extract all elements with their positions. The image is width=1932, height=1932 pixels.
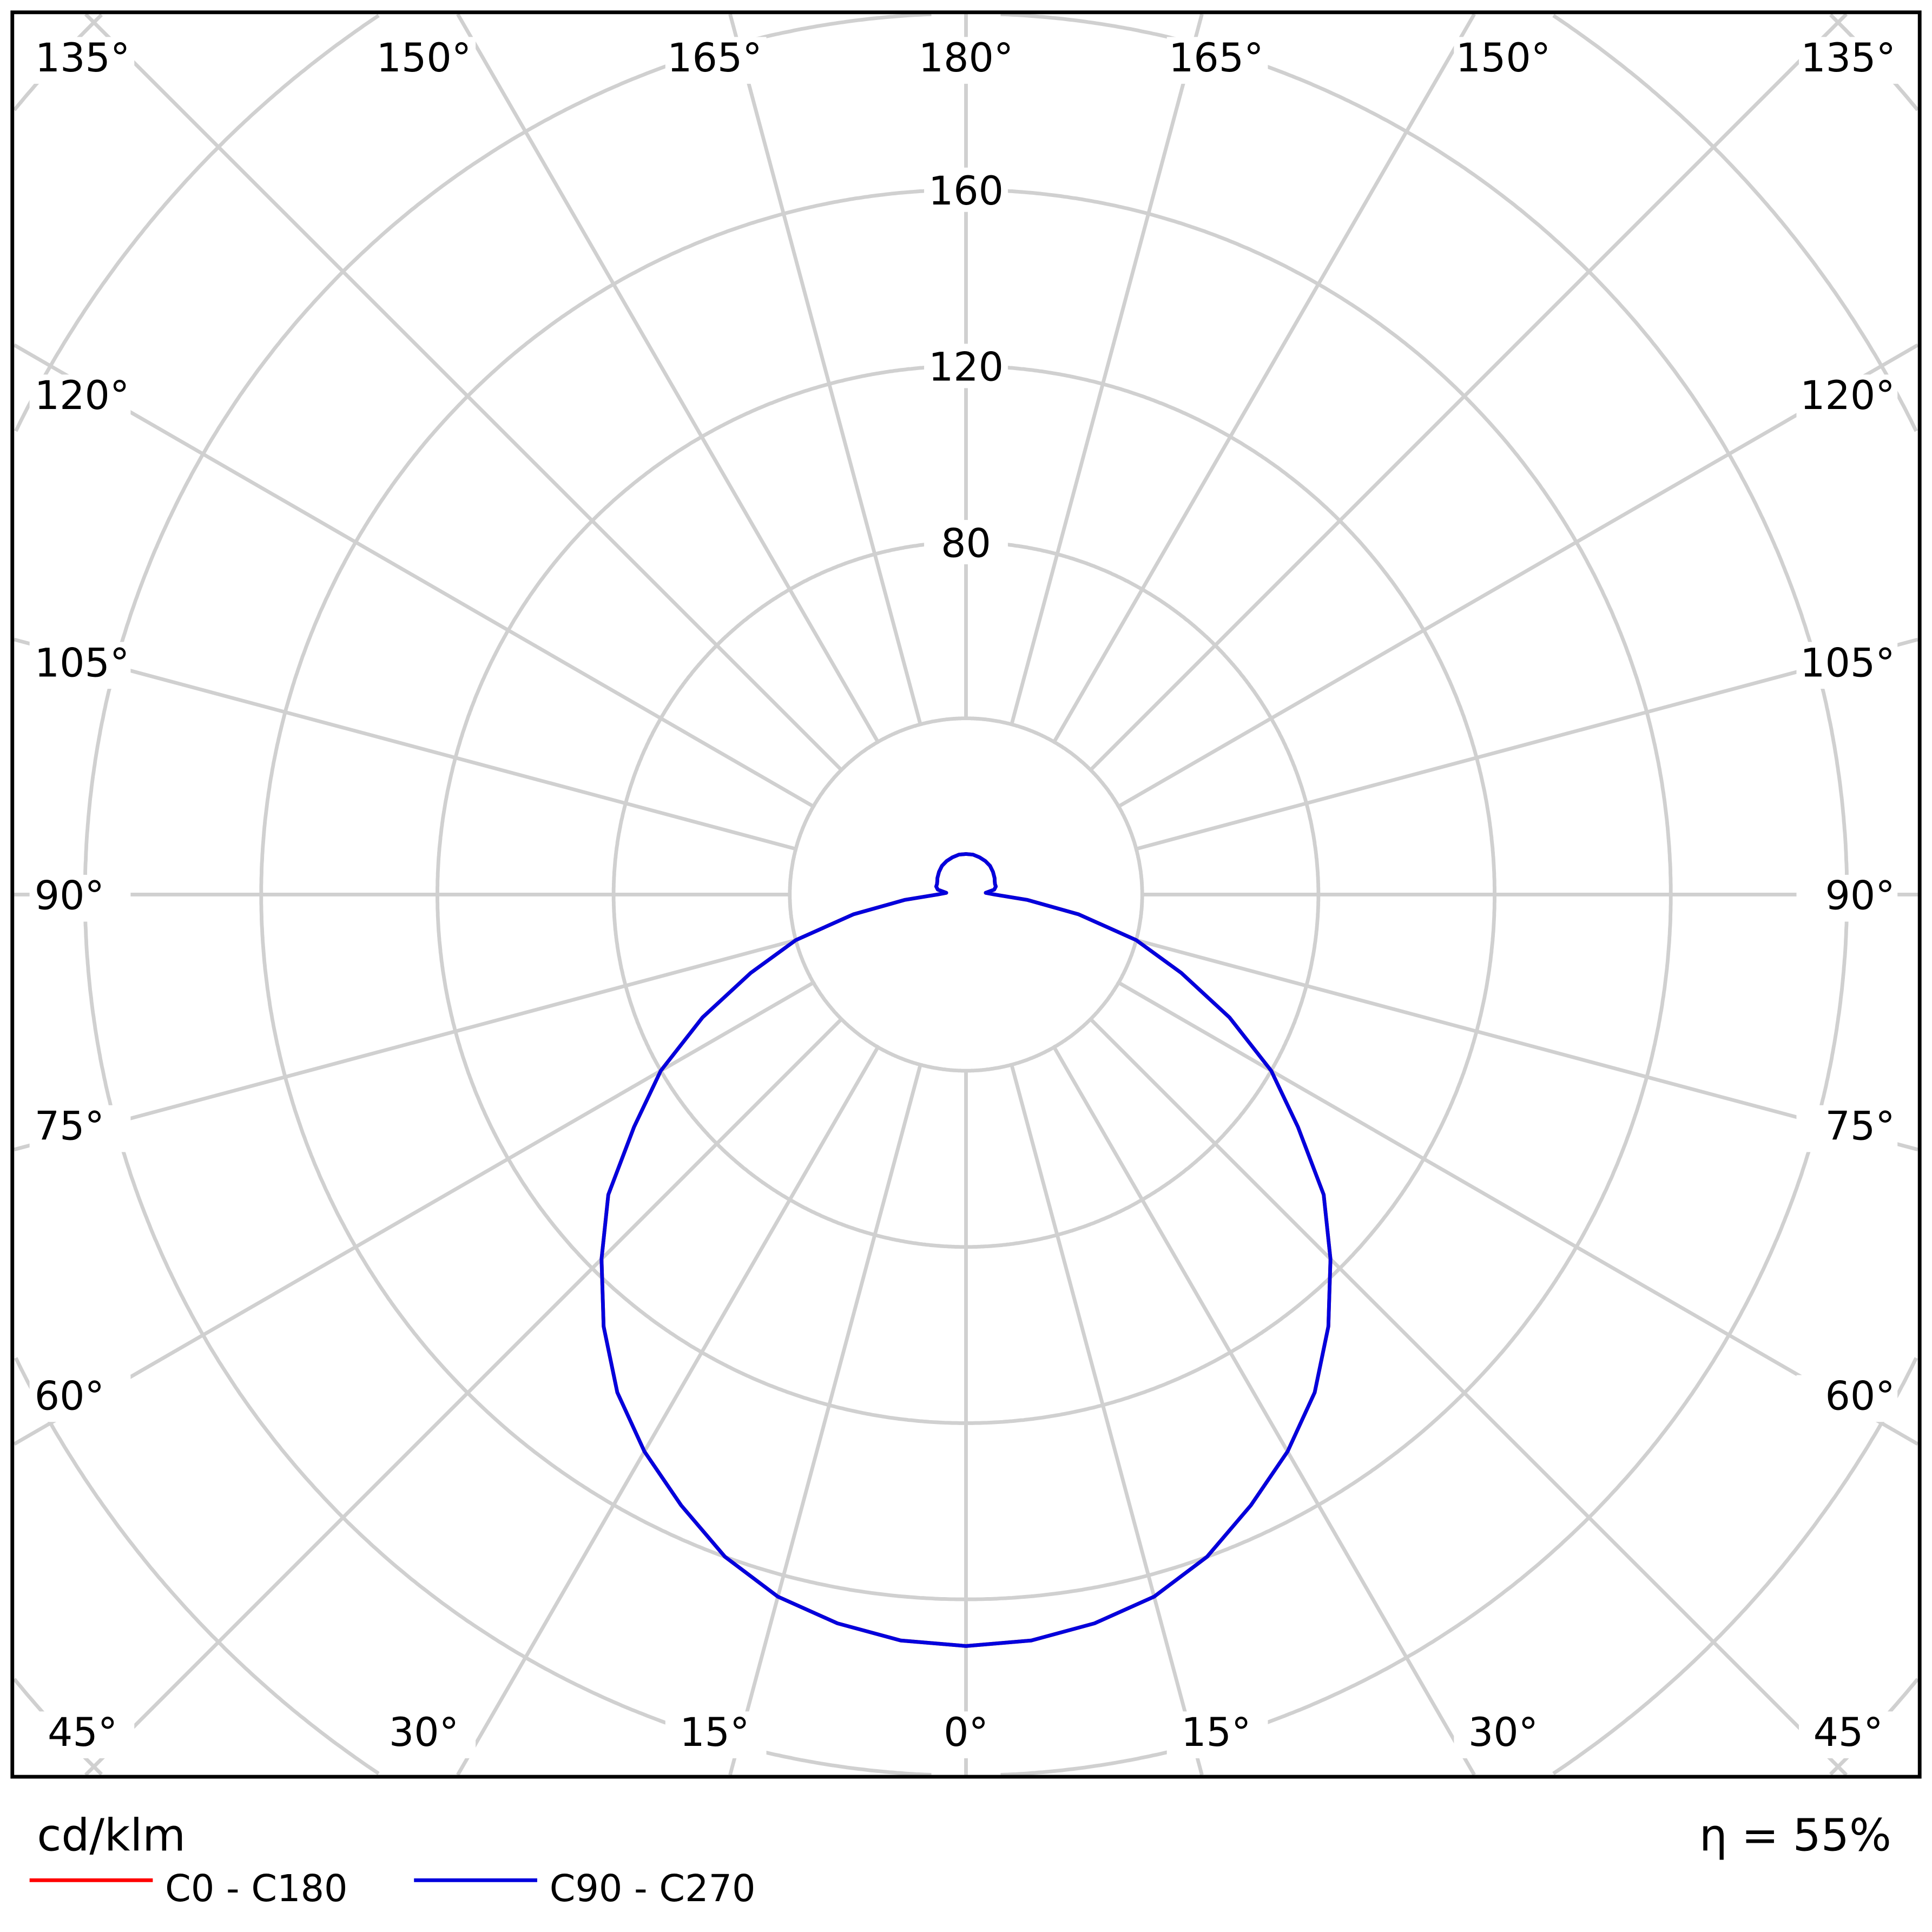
angle-label-bg <box>374 37 476 84</box>
grid-radial-line <box>1052 1046 1476 1776</box>
angle-label: 45° <box>1814 1710 1883 1756</box>
angle-label: 0° <box>944 1710 988 1756</box>
grid-radial-line <box>1052 13 1476 743</box>
angle-label-bg <box>1166 37 1268 84</box>
grid-radial-line <box>1136 637 1918 851</box>
angle-label-bg <box>1799 1711 1900 1758</box>
grid-radial-line <box>1089 12 1848 772</box>
angle-label: 105° <box>1800 640 1895 686</box>
grid-radial-line <box>456 13 880 743</box>
angle-label: 180° <box>919 35 1014 81</box>
angle-label: 45° <box>48 1710 117 1756</box>
angle-label: 15° <box>1181 1710 1251 1756</box>
curve-c90-c270 <box>599 852 1333 1648</box>
plot-frame <box>10 10 1922 1779</box>
angle-label-bg <box>1796 1375 1898 1422</box>
angle-label: 60° <box>1825 1373 1895 1419</box>
radial-tick-label-bg <box>924 520 1008 565</box>
angle-label-bg <box>374 1711 476 1758</box>
grid-radial-line <box>1010 14 1204 725</box>
grid-circle <box>14 14 1918 1775</box>
angle-label: 30° <box>1468 1710 1538 1756</box>
angle-label: 30° <box>389 1710 459 1756</box>
grid-radial-line <box>84 12 843 772</box>
grid-radial-line <box>14 938 796 1152</box>
grid-radial-line <box>1010 1064 1204 1776</box>
radial-tick-label: 80 <box>941 520 991 566</box>
angle-label-bg <box>29 1105 131 1152</box>
angle-label-bg <box>29 374 131 421</box>
grid-radial-line <box>728 1064 922 1776</box>
grid-circle <box>788 716 1144 1073</box>
angle-label-bg <box>1454 1711 1555 1758</box>
angle-label: 90° <box>35 873 104 919</box>
unit-label: cd/klm <box>37 1810 186 1862</box>
angle-label: 105° <box>35 640 130 686</box>
grid-radial-line <box>728 14 922 725</box>
angle-label-bg <box>29 642 131 689</box>
angle-label: 165° <box>1169 35 1264 81</box>
angle-label-bg <box>33 1711 135 1758</box>
radial-tick-label-bg <box>924 344 1008 388</box>
legend: C0 - C180 C90 - C270 <box>29 1868 756 1910</box>
angle-label-bg <box>29 1375 131 1422</box>
grid-radial-line <box>456 1046 880 1776</box>
grid-radial-line <box>13 343 815 808</box>
grid-radial-line <box>1117 981 1919 1446</box>
grid-radial-line <box>1117 343 1919 808</box>
angle-label: 135° <box>1801 35 1896 81</box>
angle-label: 75° <box>1825 1104 1895 1150</box>
angle-label: 75° <box>35 1104 104 1150</box>
grid-radial-line <box>84 1018 843 1777</box>
angle-label-bg <box>1799 37 1900 84</box>
angle-label-bg <box>33 37 135 84</box>
efficiency-label: η = 55% <box>1699 1810 1891 1862</box>
grid-radial-line <box>13 981 815 1446</box>
grid-radial-line <box>1136 938 1918 1152</box>
angle-label-bg <box>665 37 767 84</box>
angle-label: 120° <box>35 373 130 419</box>
angle-label: 150° <box>377 35 472 81</box>
grid-radial-line <box>14 637 796 851</box>
angle-label-bg <box>1796 642 1898 689</box>
radial-tick-label-bg <box>924 167 1008 212</box>
angle-label: 165° <box>667 35 762 81</box>
angle-label-bg <box>1454 37 1555 84</box>
radial-tick-label: 160 <box>928 168 1004 214</box>
polar-grid <box>12 12 1920 1777</box>
radial-tick-label: 120 <box>928 345 1004 391</box>
angle-label: 60° <box>35 1373 104 1419</box>
angle-label: 90° <box>1825 873 1895 919</box>
angle-label: 135° <box>35 35 130 81</box>
radial-tick-labels: 80 120 160 <box>924 167 1008 566</box>
angle-label: 15° <box>680 1710 749 1756</box>
angle-labels: 135° 150° 165° 180° 165° 150° 135° 45° 30° 15° 0° 1… <box>29 35 1900 1758</box>
angle-label: 150° <box>1456 35 1551 81</box>
angle-label-bg <box>29 874 131 922</box>
legend-label-c0-c180: C0 - C180 <box>165 1868 347 1910</box>
angle-label-bg <box>916 1711 1018 1758</box>
legend-label-c90-c270: C90 - C270 <box>550 1868 756 1910</box>
angle-label-bg <box>916 37 1018 84</box>
angle-label-bg <box>1796 1105 1898 1152</box>
angle-label-bg <box>665 1711 767 1758</box>
grid-radial-line <box>1089 1018 1848 1777</box>
angle-label-bg <box>1796 374 1898 421</box>
curves <box>599 852 1333 1648</box>
angle-label-bg <box>1796 874 1898 922</box>
angle-label-bg <box>1166 1711 1268 1758</box>
angle-label: 120° <box>1800 373 1895 419</box>
